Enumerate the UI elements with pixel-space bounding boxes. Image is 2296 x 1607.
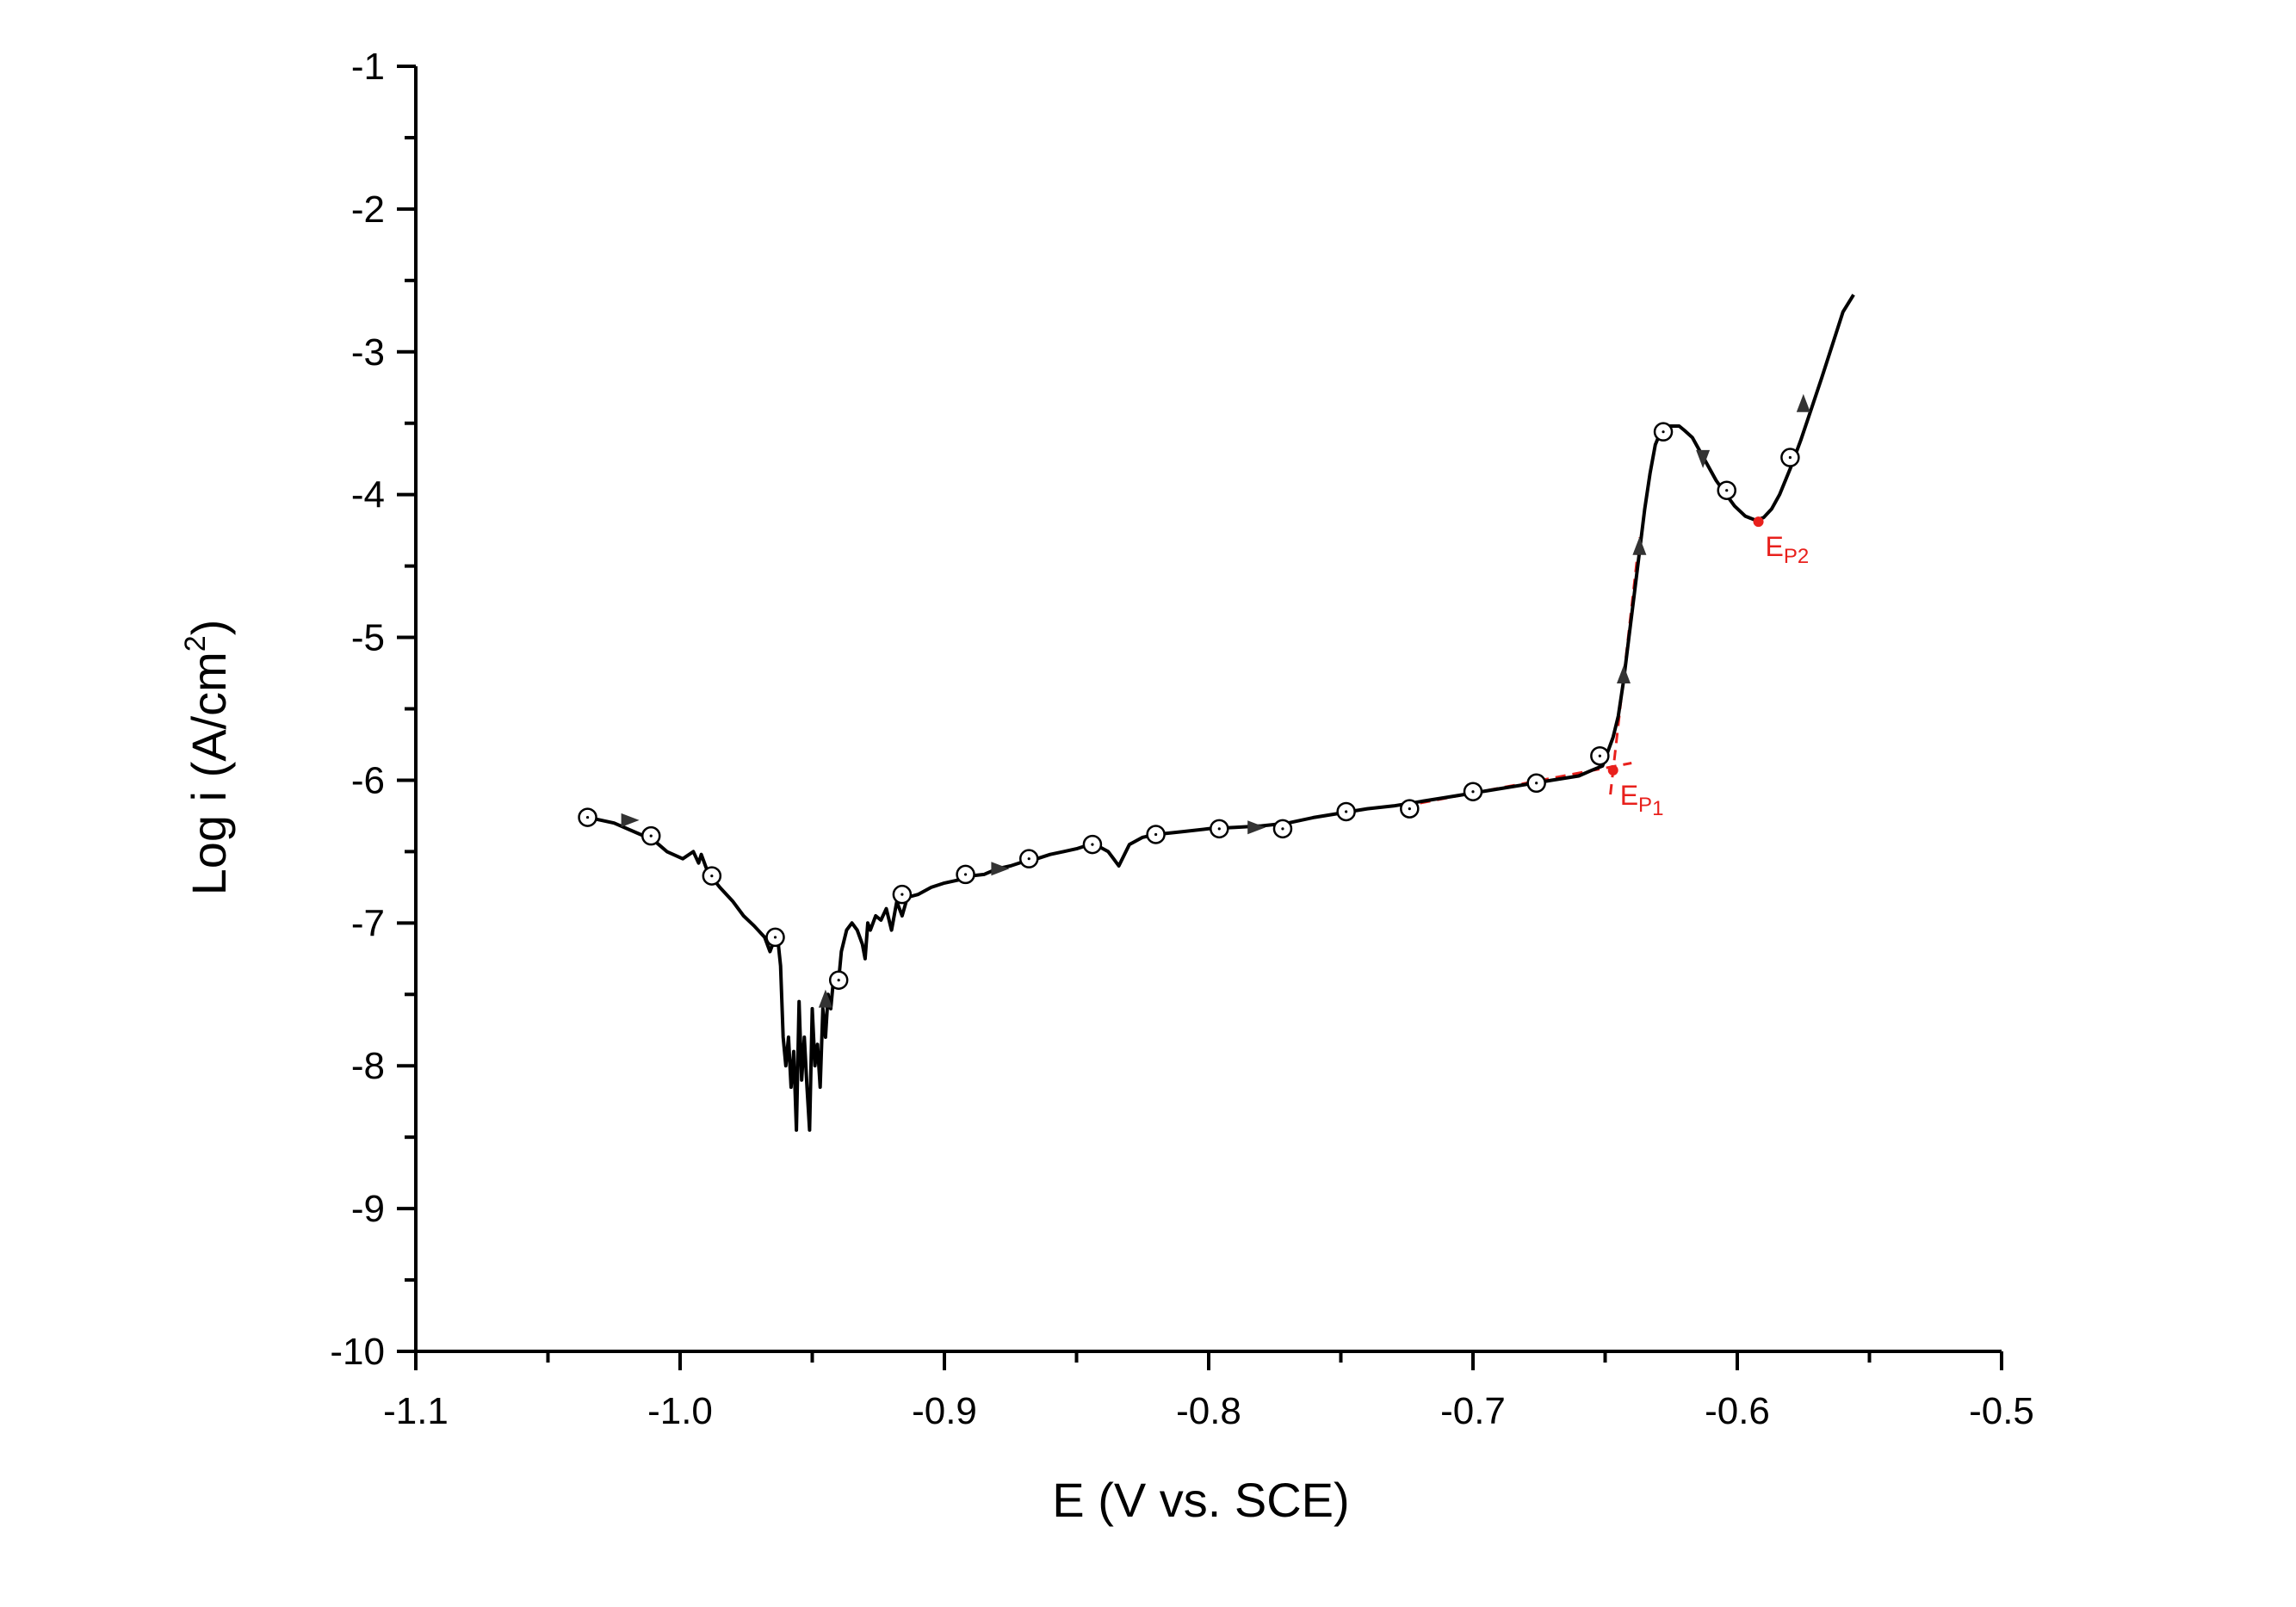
data-marker-dot <box>1471 790 1475 794</box>
y-tick-label: -9 <box>351 1188 385 1230</box>
data-marker-dot <box>837 979 840 982</box>
data-marker-dot <box>710 874 714 878</box>
direction-arrow <box>621 813 640 827</box>
data-marker-dot <box>963 873 968 876</box>
data-marker-dot <box>1281 827 1284 831</box>
y-tick-label: -6 <box>351 759 385 801</box>
annotation-label: EP1 <box>1620 780 1664 820</box>
y-tick-label: -7 <box>351 902 385 944</box>
data-marker-dot <box>1598 754 1601 757</box>
y-tick-label: -3 <box>351 331 385 374</box>
annotation-point <box>1753 516 1764 528</box>
y-tick-label: -2 <box>351 189 385 231</box>
series-line <box>587 294 1855 1132</box>
data-marker-dot <box>1535 782 1538 785</box>
x-tick-label: -0.9 <box>912 1390 977 1432</box>
y-axis-title: Log i (A/cm2) <box>179 620 236 896</box>
x-tick-label: -0.5 <box>1969 1390 2034 1432</box>
data-marker-dot <box>585 815 590 819</box>
direction-arrow <box>1247 820 1266 835</box>
data-marker-dot <box>1091 843 1094 846</box>
annotation-label: EP2 <box>1766 531 1810 568</box>
direction-arrow <box>1617 665 1631 683</box>
y-axis-title-sup: 2 <box>179 635 212 652</box>
x-axis-title: E (V vs. SCE) <box>1052 1473 1349 1527</box>
fit-lines <box>1420 537 1641 805</box>
data-marker-dot <box>1027 857 1030 861</box>
x-tick-label: -0.8 <box>1176 1390 1241 1432</box>
annotation-label-sub: P2 <box>1784 545 1809 568</box>
axes <box>414 66 2002 1353</box>
x-tick-label: -0.6 <box>1705 1390 1770 1432</box>
annotation-label-main: E <box>1620 780 1638 811</box>
direction-arrows <box>621 393 1810 1008</box>
y-tick-label: -8 <box>351 1045 385 1087</box>
direction-arrow <box>818 989 832 1008</box>
direction-arrow <box>991 862 1010 876</box>
annotation-label-main: E <box>1766 531 1784 562</box>
y-tick-label: -10 <box>330 1331 385 1373</box>
data-marker-dot <box>1345 810 1348 813</box>
x-tick-label: -1.0 <box>647 1390 713 1432</box>
direction-arrow <box>1796 393 1810 412</box>
direction-arrow <box>1696 449 1711 468</box>
y-axis-title-main: Log i (A/cm <box>182 652 236 895</box>
data-marker-dot <box>1662 430 1665 434</box>
data-marker-dot <box>1725 489 1729 492</box>
annotation-label-sub: P <box>1638 794 1652 817</box>
x-tick-label: -1.1 <box>383 1390 449 1432</box>
annotation-point <box>1607 764 1618 776</box>
y-tick-label: -4 <box>351 474 385 516</box>
data-marker-dot <box>1154 832 1158 837</box>
x-tick-label: -0.7 <box>1440 1390 1506 1432</box>
direction-arrow <box>1632 536 1647 555</box>
data-marker-dot <box>1217 827 1221 831</box>
y-tick-label: -5 <box>351 617 385 659</box>
data-marker-dot <box>1408 807 1411 811</box>
data-marker-dot <box>773 936 777 939</box>
series <box>587 294 1855 1132</box>
markers <box>578 422 1800 990</box>
ticks: -1.1 -1.0 -0.9 -0.8 -0.7 -0.6 -0.5 -10 -9 -8 -7 -6 -… <box>330 46 2034 1432</box>
data-marker-dot <box>900 893 904 896</box>
annotation-label-sub2: 1 <box>1652 797 1663 820</box>
data-marker-dot <box>649 834 653 837</box>
y-axis-title-close: ) <box>182 620 236 636</box>
y-tick-label: -1 <box>351 46 385 88</box>
data-marker-dot <box>1788 455 1792 460</box>
